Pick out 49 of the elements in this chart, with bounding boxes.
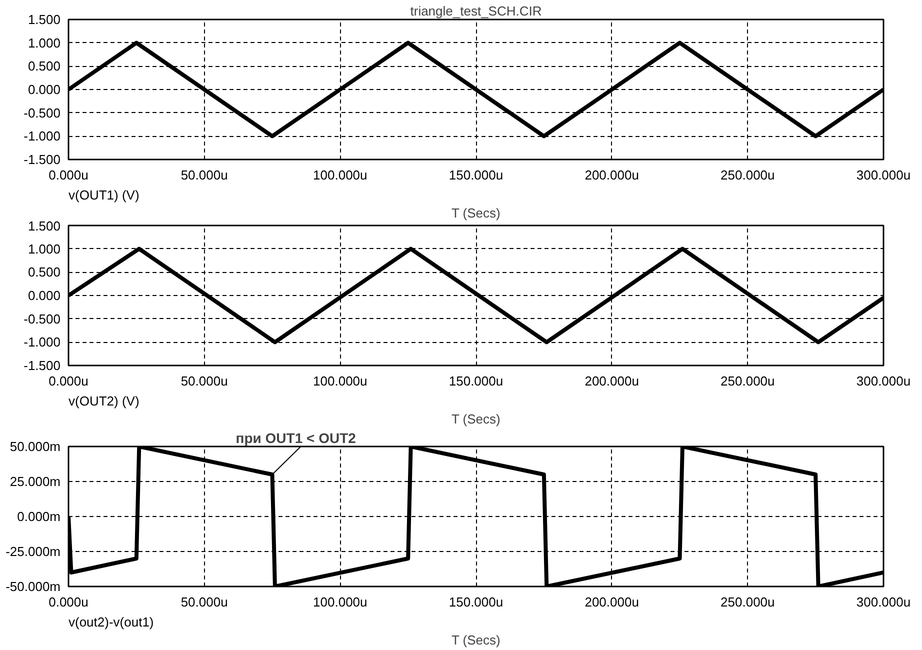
y-tick-label: 0.000m (17, 509, 61, 524)
x-tick-label: 200.000u (584, 374, 639, 388)
y-tick-label: 0.000 (28, 288, 61, 303)
y-tick-label: -0.500 (24, 105, 61, 120)
x-tick-label: 50.000u (180, 374, 228, 388)
y-tick-label: -0.500 (24, 311, 61, 326)
y-tick-label: 1.500 (28, 218, 61, 234)
y-tick-label: -25.000m (6, 544, 60, 559)
y-tick-label: 1.000 (28, 35, 61, 50)
text: v(OUT2) (V) (68, 394, 140, 408)
x-tick-label: 0.000u (48, 594, 88, 610)
x-tick-label: 150.000u (448, 168, 504, 182)
x-tick-label: 250.000u (720, 168, 775, 182)
y-tick-label: 25.000m (10, 474, 61, 489)
x-axis-title: T (Secs) (451, 632, 500, 648)
x-tick-label: 200.000u (584, 168, 639, 182)
x-tick-label: 250.000u (720, 374, 775, 388)
x-tick-label: 300.000u (856, 594, 911, 610)
x-tick-label: 100.000u (313, 168, 368, 182)
x-tick-label: 250.000u (720, 594, 775, 610)
y-tick-label: 0.500 (28, 264, 61, 280)
x-tick-label: 50.000u (180, 594, 228, 610)
y-tick-label: -1.500 (24, 358, 61, 373)
y-tick-label: -50.000m (6, 579, 60, 594)
x-tick-label: 300.000u (856, 374, 911, 388)
y-tick-label: -1.500 (24, 152, 61, 167)
x-tick-label: 300.000u (856, 168, 911, 182)
y-tick-label: 0.500 (28, 58, 61, 74)
text: v(out2)-v(out1) (68, 614, 154, 630)
x-tick-label: 150.000u (448, 594, 504, 610)
y-tick-label: 50.000m (10, 439, 61, 454)
x-tick-label: 0.000u (48, 374, 88, 388)
x-tick-label: 0.000u (48, 168, 88, 182)
x-tick-label: 200.000u (584, 594, 639, 610)
y-tick-label: -1.000 (24, 128, 61, 144)
x-tick-label: 150.000u (448, 374, 504, 388)
x-axis-title: T (Secs) (451, 412, 500, 426)
line-series (68, 446, 884, 586)
x-axis-title: T (Secs) (451, 206, 500, 220)
x-tick-label: 100.000u (313, 594, 368, 610)
y-tick-label: -1.000 (24, 334, 61, 350)
y-tick-label: 1.500 (28, 12, 61, 27)
x-tick-label: 100.000u (313, 374, 368, 388)
text: v(OUT1) (V) (68, 188, 140, 202)
chart-title: triangle_test_SCH.CIR (410, 4, 542, 18)
x-tick-label: 50.000u (180, 168, 228, 182)
annotation: при OUT1 < OUT2 (236, 430, 356, 446)
y-tick-label: 0.000 (28, 82, 61, 97)
y-tick-label: 1.000 (28, 241, 61, 256)
